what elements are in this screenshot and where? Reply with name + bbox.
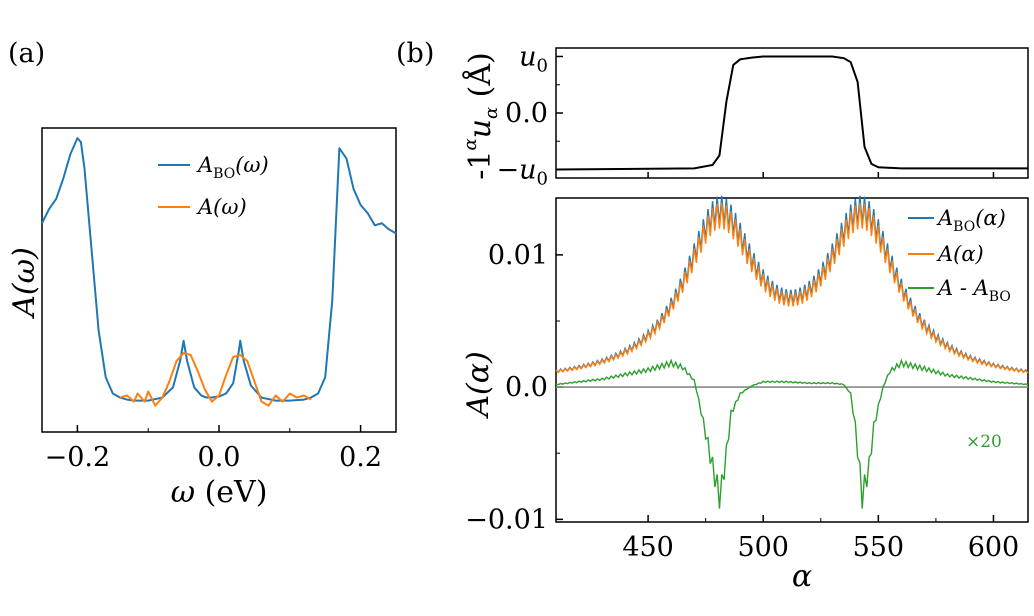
scale-annotation: ×20 <box>966 432 1002 452</box>
panel-b-bottom-frame <box>555 197 1029 523</box>
panel-b-top-ytick-label: −u0 <box>497 155 548 190</box>
legend-label-abo: ABO(ω) <box>196 153 269 182</box>
panel-b-top-ytick-label: u0 <box>519 41 548 76</box>
panel-a-xlabel: ω (eV) <box>171 475 268 510</box>
panel-b-bottom-xtick-label: 500 <box>737 532 789 563</box>
panel-b-top-ylabel: -1αuα (Å) <box>460 52 502 179</box>
panel-a-xtick-label: −0.2 <box>45 442 111 473</box>
panel-a-series <box>41 137 397 407</box>
panel-b-top-series <box>555 55 1028 171</box>
panel-a-xtick-label: 0.0 <box>198 442 241 473</box>
panel-a: (a) −0.2 0.0 0.2 ABO(ω) A(ω) A(ω) ω (eV) <box>7 38 397 510</box>
legend-label-diff: A - ABO <box>936 276 1011 305</box>
legend-label-a: A(ω) <box>196 195 247 219</box>
panel-b-bottom-xlabel: α <box>792 559 812 594</box>
panel-b-bottom-xtick-label: 600 <box>968 532 1020 563</box>
panel-a-label: (a) <box>8 38 45 69</box>
panel-b-top: (b) u0 0.0 −u0 -1αuα (Å) <box>396 38 1029 190</box>
panel-b-bottom-series <box>555 195 1029 509</box>
panel-b-bottom-series-line-2 <box>555 358 1029 509</box>
panel-a-legend: ABO(ω) A(ω) <box>158 153 269 219</box>
panel-b-top-ytick-label: 0.0 <box>505 98 548 129</box>
panel-b-bottom-ytick-label: −0.01 <box>465 504 548 535</box>
panel-b-label: (b) <box>396 38 434 69</box>
panel-a-ticks: −0.2 0.0 0.2 <box>45 425 382 473</box>
panel-b-bottom-legend: ABO(α) A(α) A - ABO <box>908 206 1011 305</box>
panel-b-top-frame <box>555 47 1029 179</box>
panel-a-xtick-label: 0.2 <box>339 442 382 473</box>
panel-b-bottom-ytick-label: 0.0 <box>505 372 548 403</box>
panel-b-bottom-ticks: 0.01 0.0 −0.01 450 500 550 600 <box>465 240 1019 563</box>
panel-a-series-line-1 <box>119 351 312 407</box>
panel-b-bottom-xtick-label: 550 <box>853 532 905 563</box>
panel-a-series-line-0 <box>41 137 397 402</box>
panel-b-bottom-ylabel: A(α) <box>461 351 496 419</box>
panel-a-ylabel: A(ω) <box>7 247 42 320</box>
panel-b-bottom-ytick-label: 0.01 <box>488 240 548 271</box>
panel-b-bottom-xtick-label: 450 <box>622 532 674 563</box>
panel-b-bottom-series-line-1 <box>555 202 1029 374</box>
panel-b-top-ticks: u0 0.0 −u0 <box>497 41 995 190</box>
legend-label-a-alpha: A(α) <box>936 242 984 266</box>
legend-label-abo-alpha: ABO(α) <box>936 206 1006 235</box>
panel-b-bottom: 0.01 0.0 −0.01 450 500 550 600 ×20 ABO(α) A(α)… <box>461 195 1029 594</box>
panel-b-top-series-line-0 <box>555 55 1028 171</box>
